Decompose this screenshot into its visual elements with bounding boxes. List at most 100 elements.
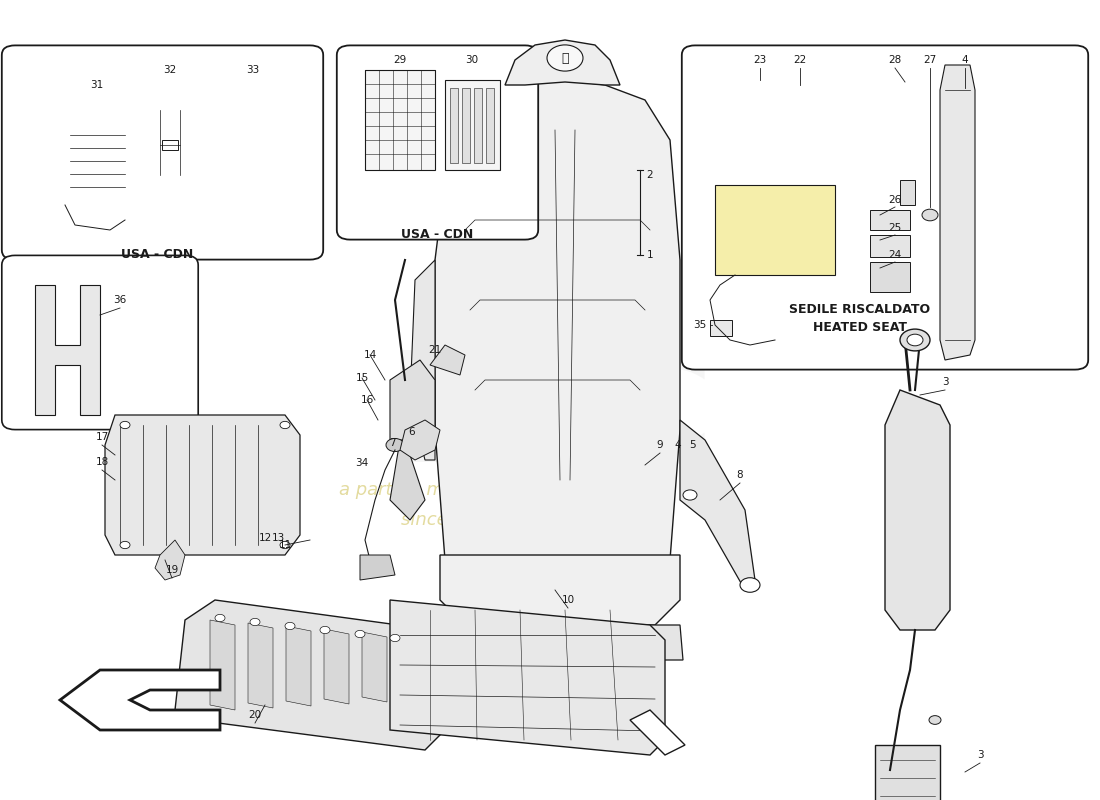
Polygon shape	[286, 626, 311, 706]
Text: 5: 5	[690, 440, 696, 450]
Text: EPC: EPC	[386, 346, 714, 494]
Bar	[870, 262, 910, 292]
Text: 12: 12	[258, 533, 272, 543]
Polygon shape	[874, 745, 940, 800]
Circle shape	[900, 329, 930, 351]
Text: 6: 6	[409, 427, 416, 437]
Text: 28: 28	[889, 55, 902, 65]
Text: 14: 14	[363, 350, 376, 360]
Polygon shape	[238, 115, 268, 155]
FancyBboxPatch shape	[682, 46, 1088, 370]
Polygon shape	[125, 190, 214, 215]
Circle shape	[930, 716, 940, 724]
Polygon shape	[60, 670, 220, 730]
Text: 33: 33	[246, 65, 260, 75]
Text: 24: 24	[889, 250, 902, 260]
Circle shape	[740, 578, 760, 592]
Polygon shape	[175, 600, 455, 750]
Text: 31: 31	[90, 80, 103, 90]
Polygon shape	[324, 629, 349, 704]
FancyBboxPatch shape	[2, 255, 198, 430]
Bar	[162, 140, 178, 150]
Text: 10: 10	[561, 595, 574, 605]
Text: 19: 19	[165, 565, 178, 575]
Circle shape	[250, 618, 260, 626]
Polygon shape	[886, 390, 950, 630]
Circle shape	[280, 422, 290, 429]
Polygon shape	[218, 85, 288, 200]
Text: 35: 35	[693, 320, 706, 330]
Polygon shape	[390, 360, 435, 455]
Bar	[900, 180, 915, 205]
Polygon shape	[155, 540, 185, 580]
Bar	[450, 88, 458, 163]
Text: since 1993: since 1993	[400, 511, 499, 529]
Text: 🐎: 🐎	[561, 51, 569, 65]
Polygon shape	[440, 555, 680, 625]
Polygon shape	[437, 625, 683, 660]
Text: 26: 26	[889, 195, 902, 205]
Polygon shape	[248, 623, 273, 708]
Text: 22: 22	[793, 55, 806, 65]
Polygon shape	[362, 632, 387, 702]
Text: 1: 1	[647, 250, 653, 260]
Polygon shape	[400, 420, 440, 460]
Text: 21: 21	[428, 345, 441, 355]
Text: 8: 8	[737, 470, 744, 480]
Bar	[474, 88, 482, 163]
Text: 13: 13	[272, 533, 285, 543]
Polygon shape	[434, 80, 680, 560]
Text: 3: 3	[942, 377, 948, 387]
Polygon shape	[104, 415, 300, 555]
Circle shape	[386, 438, 404, 451]
Text: 23: 23	[754, 55, 767, 65]
Text: 11: 11	[278, 540, 292, 550]
Circle shape	[547, 45, 583, 71]
Text: USA - CDN: USA - CDN	[400, 229, 473, 242]
Text: 30: 30	[465, 55, 478, 65]
Polygon shape	[790, 70, 860, 215]
Text: 32: 32	[164, 65, 177, 75]
Bar	[365, 70, 435, 170]
Polygon shape	[390, 600, 666, 755]
Circle shape	[922, 209, 938, 221]
Polygon shape	[505, 40, 620, 85]
Text: 18: 18	[96, 457, 109, 467]
Text: 7: 7	[388, 438, 395, 448]
Circle shape	[120, 542, 130, 549]
Text: 9: 9	[657, 440, 663, 450]
Circle shape	[355, 630, 365, 638]
Polygon shape	[430, 345, 465, 375]
Circle shape	[285, 622, 295, 630]
Polygon shape	[400, 635, 425, 700]
Text: 20: 20	[249, 710, 262, 720]
Text: 25: 25	[889, 223, 902, 233]
Text: HEATED SEAT: HEATED SEAT	[813, 322, 908, 334]
Text: 36: 36	[113, 295, 127, 305]
Bar	[870, 235, 910, 257]
FancyBboxPatch shape	[2, 46, 323, 259]
Text: 2: 2	[647, 170, 653, 180]
Polygon shape	[60, 100, 135, 210]
Polygon shape	[390, 440, 425, 520]
Bar	[446, 80, 501, 170]
Circle shape	[683, 490, 697, 500]
Text: 17: 17	[96, 432, 109, 442]
Text: 3: 3	[977, 750, 983, 760]
FancyBboxPatch shape	[337, 46, 538, 240]
Bar	[462, 88, 470, 163]
Circle shape	[120, 422, 130, 429]
Polygon shape	[940, 65, 975, 360]
Text: USA - CDN: USA - CDN	[121, 249, 194, 262]
Text: 4: 4	[961, 55, 968, 65]
Text: 29: 29	[394, 55, 407, 65]
Text: 27: 27	[923, 55, 936, 65]
Text: 34: 34	[355, 458, 368, 468]
Bar	[715, 185, 835, 275]
Polygon shape	[360, 555, 395, 580]
Polygon shape	[410, 260, 435, 460]
Circle shape	[280, 542, 290, 549]
Text: 4: 4	[674, 440, 681, 450]
Bar	[486, 88, 494, 163]
Polygon shape	[770, 210, 880, 250]
